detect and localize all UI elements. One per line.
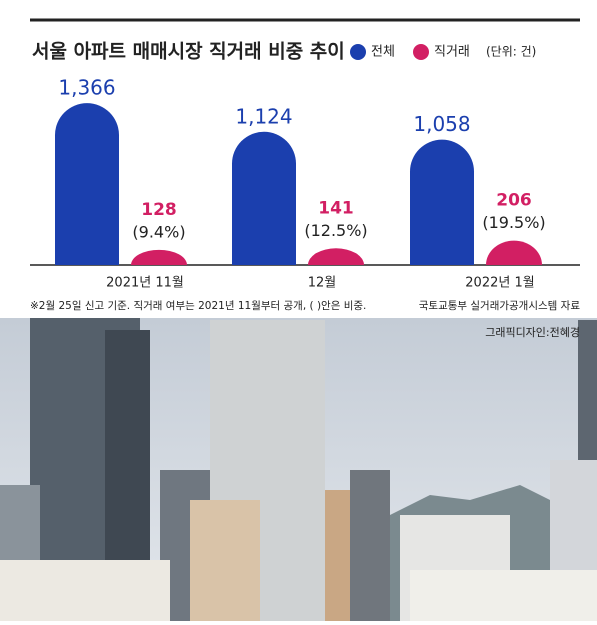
share-label: (12.5%) [304, 221, 367, 240]
x-tick-label: 2022년 1월 [465, 276, 534, 291]
x-tick-label: 12월 [308, 276, 337, 291]
share-label: (9.4%) [132, 222, 185, 241]
value-label: 1,366 [58, 76, 115, 100]
legend-label: 전체 [371, 45, 395, 60]
bar [308, 248, 364, 265]
bar [131, 249, 187, 265]
unit-label: (단위: 건) [486, 45, 536, 59]
bar [410, 139, 474, 265]
credit: 그래픽디자인:전혜경 [485, 326, 580, 339]
value-label: 206 [496, 191, 532, 211]
legend-swatch [413, 44, 429, 60]
value-label: 128 [141, 200, 177, 220]
bar [486, 240, 542, 265]
note: ※2월 25일 신고 기준. 직거래 여부는 2021년 11월부터 공개, (… [30, 299, 366, 312]
photo [0, 310, 597, 621]
bar [232, 131, 296, 265]
share-label: (19.5%) [482, 213, 545, 232]
x-tick-label: 2021년 11월 [106, 276, 184, 291]
legend-label: 직거래 [434, 45, 470, 60]
legend-swatch [350, 44, 366, 60]
value-label: 141 [318, 198, 354, 218]
source: 국토교통부 실거래가공개시스템 자료 [419, 300, 581, 312]
bar [55, 103, 119, 265]
chart-title: 서울 아파트 매매시장 직거래 비중 추이 [32, 41, 345, 63]
value-label: 1,058 [413, 112, 470, 136]
value-label: 1,124 [235, 104, 292, 128]
